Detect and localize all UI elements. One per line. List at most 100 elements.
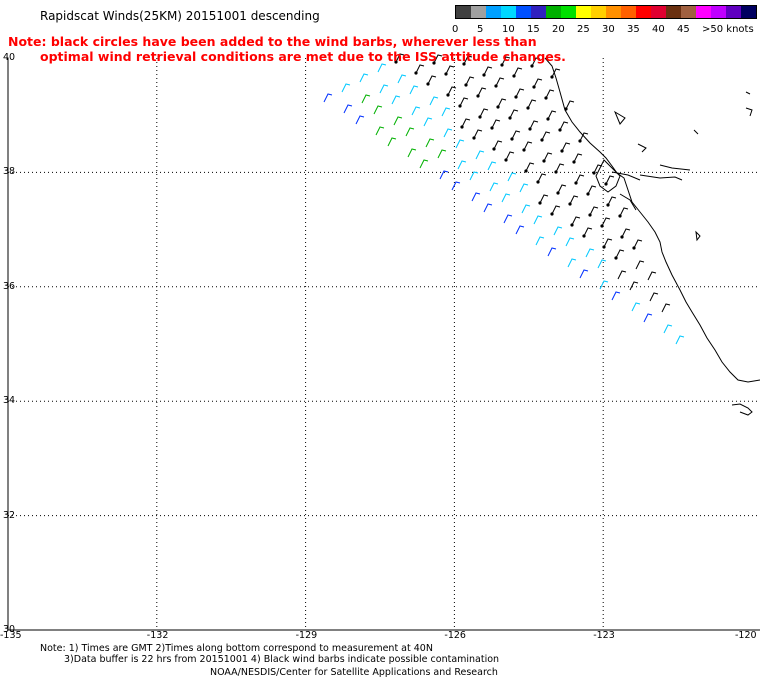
red-warning-note: Note: black circles have been added to t… (8, 34, 566, 64)
wind-barb (464, 76, 475, 87)
wind-barb (475, 150, 485, 160)
wind-barb (496, 98, 507, 109)
wind-barb (359, 73, 369, 83)
wind-barb (514, 88, 525, 99)
latitude-label: 32 (3, 509, 16, 521)
wind-barb (522, 141, 533, 152)
wind-barb (675, 335, 685, 345)
wind-barb (457, 160, 467, 170)
wind-barb (409, 85, 419, 95)
wind-barb (521, 204, 531, 214)
wind-barb (567, 258, 577, 268)
colorbar-swatch (516, 6, 531, 18)
wind-barb (632, 239, 643, 250)
wind-barb (490, 119, 501, 130)
latitude-label: 30 (3, 624, 16, 635)
wind-barb (524, 162, 535, 173)
footnote: Note: 1) Times are GMT 2)Times along bot… (40, 643, 499, 665)
wind-barb (394, 53, 405, 64)
wind-barb (492, 140, 503, 151)
wind-barb (620, 228, 631, 239)
wind-barb (643, 313, 653, 323)
wind-barb (538, 194, 549, 205)
colorbar-swatch (606, 6, 621, 18)
wind-barb (574, 174, 585, 185)
wind-barb (355, 115, 365, 125)
colorbar-label: 15 (527, 24, 540, 35)
colorbar-swatch (501, 6, 516, 18)
wind-barb (611, 291, 621, 301)
colorbar-label: >50 knots (702, 24, 754, 35)
wind-barb (602, 238, 613, 249)
footnote-line-1: Note: 1) Times are GMT 2)Times along bot… (40, 643, 433, 654)
wind-barb (629, 281, 639, 291)
colorbar-swatch (576, 6, 591, 18)
wind-barb (504, 151, 515, 162)
footnote-line-2: 3)Data buffer is 22 hrs from 20151001 4)… (64, 654, 500, 665)
wind-barb (487, 161, 497, 171)
wind-barb (411, 106, 421, 116)
wind-barb (469, 171, 479, 181)
longitude-label: -132 (146, 630, 169, 641)
wind-barb (617, 270, 627, 280)
longitude-label: -126 (444, 630, 466, 641)
colorbar-swatch (531, 6, 546, 18)
wind-barb (572, 153, 583, 164)
wind-barb (455, 139, 465, 149)
wind-barb (375, 126, 385, 136)
wind-barb (586, 185, 597, 196)
colorbar-label: 25 (577, 24, 590, 35)
wind-barb (556, 184, 567, 195)
wind-barb (341, 83, 351, 93)
wind-barb (508, 109, 519, 120)
wind-barb (530, 57, 541, 68)
colorbar-swatch (711, 6, 726, 18)
colorbar-label: 40 (652, 24, 665, 35)
wind-barb (476, 87, 487, 98)
wind-barb (414, 64, 425, 75)
colorbar-swatch (696, 6, 711, 18)
wind-barb (444, 65, 455, 76)
california-coastline (544, 57, 760, 416)
wind-barb (471, 192, 481, 202)
wind-barb (578, 132, 589, 143)
colorbar-label: 30 (602, 24, 615, 35)
colorbar-swatch (681, 6, 696, 18)
wind-barb (553, 226, 563, 236)
wind-barb (458, 97, 469, 108)
wind-barb (618, 207, 629, 218)
wind-barb (540, 131, 551, 142)
longitude-label: -123 (593, 630, 615, 641)
wind-barb (507, 172, 517, 182)
wind-barb (460, 118, 471, 129)
wind-barb (542, 152, 553, 163)
wind-barb (437, 149, 447, 159)
latitude-label: 40 (3, 52, 16, 63)
wind-barb (547, 247, 557, 257)
wind-barb (361, 94, 371, 104)
colorbar-swatch (456, 6, 471, 18)
wind-barb (387, 137, 397, 147)
wind-barb (532, 78, 543, 89)
colorbar-labels: 0 5 10 15 20 25 30 35 40 45 >50 knots (452, 24, 757, 38)
colorbar-swatch (471, 6, 486, 18)
wind-barb (472, 129, 483, 140)
wind-barb (439, 170, 449, 180)
wind-barb (631, 302, 641, 312)
wind-barb (512, 67, 523, 78)
wind-barb (393, 116, 403, 126)
latitude-label: 38 (3, 166, 16, 178)
wind-barb (560, 142, 571, 153)
colorbar-label: 20 (552, 24, 565, 35)
wind-barb (600, 217, 611, 228)
wind-barb (585, 248, 595, 258)
colorbar-label: 10 (502, 24, 515, 35)
wind-barb (407, 148, 417, 158)
colorbar-swatch (546, 6, 561, 18)
wind-barb (570, 216, 581, 227)
wind-barb (443, 128, 453, 138)
colorbar-label: 35 (627, 24, 640, 35)
wind-barb (599, 280, 609, 290)
wind-barb (533, 215, 543, 225)
wind-barb (397, 74, 407, 84)
